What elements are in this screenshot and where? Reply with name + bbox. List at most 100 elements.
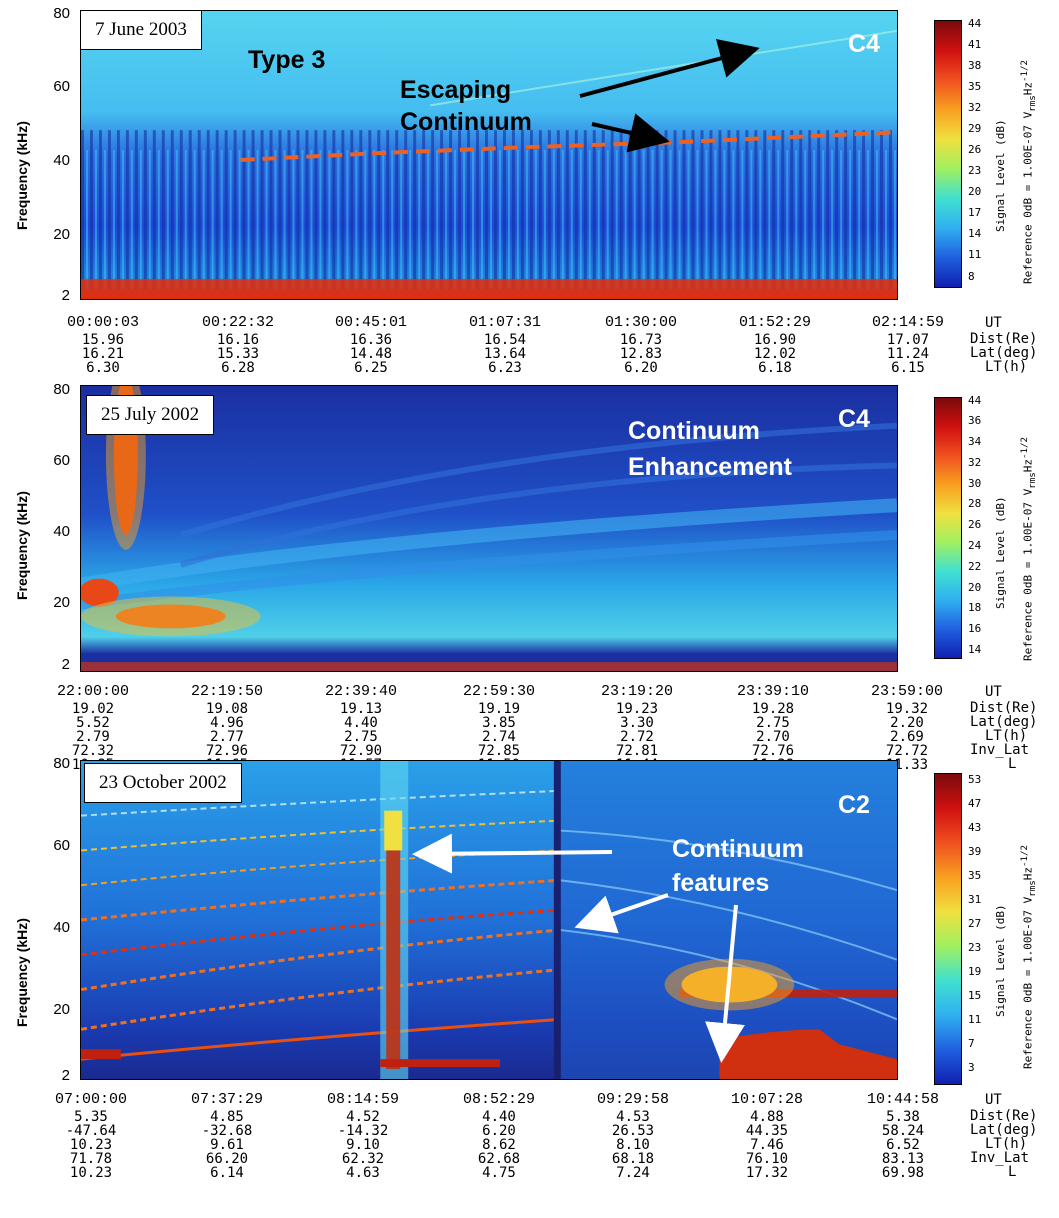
x-invlat: 72.96 <box>205 743 249 759</box>
y-tick: 80 <box>53 381 70 398</box>
row-label: UT <box>985 684 1002 700</box>
x-l: 17.32 <box>745 1165 789 1181</box>
colorbar-tick: 11 <box>968 248 982 261</box>
colorbar-tick: 27 <box>968 917 982 930</box>
x-dist: 4.40 <box>482 1109 516 1125</box>
x-tick-time: 22:00:00 <box>56 683 129 700</box>
colorbar-label-1a: Signal Level (dB) <box>994 119 1007 232</box>
x-lat: 16.21 <box>81 346 125 362</box>
colorbar-tick: 22 <box>968 560 982 573</box>
colorbar-ref-sub: rms <box>1026 472 1038 489</box>
x-lat: 44.35 <box>745 1123 789 1139</box>
x-lat: 4.40 <box>344 715 378 731</box>
annotation-escaping: Escaping <box>400 76 512 104</box>
x-dist: 16.16 <box>216 332 260 348</box>
colorbar-tick: 38 <box>968 59 982 72</box>
x-tick-time: 22:59:30 <box>462 683 535 700</box>
x-lat: 3.85 <box>482 715 516 731</box>
x-lt: 6.15 <box>891 360 925 376</box>
x-tick-time: 00:00:03 <box>66 314 139 331</box>
x-invlat: 62.68 <box>477 1151 521 1167</box>
x-dist: 16.54 <box>483 332 527 348</box>
colorbar-ref-text: Reference 0dB = 1.00E-07 V <box>1021 111 1035 284</box>
annotation-type-3: Type 3 <box>248 46 326 74</box>
spectrogram-2-image <box>81 386 897 671</box>
x-column: 00:45:01 16.36 14.48 6.25 <box>316 314 426 375</box>
spacecraft-label: C4 <box>848 30 880 58</box>
x-dist: 16.90 <box>753 332 797 348</box>
x-column: 00:00:03 15.96 16.21 6.30 <box>48 314 158 375</box>
colorbar-ref-exp: -1/2 <box>1019 436 1030 460</box>
row-label: LT(h) <box>985 359 1028 375</box>
y-tick: 40 <box>53 919 70 936</box>
y-tick: 20 <box>53 226 70 243</box>
spectrogram-2 <box>80 385 898 672</box>
colorbar-tick: 20 <box>968 185 982 198</box>
colorbar-tick: 16 <box>968 622 982 635</box>
x-dist: 4.88 <box>750 1109 784 1125</box>
x-lt: 7.46 <box>750 1137 784 1153</box>
x-lt: 2.72 <box>620 729 654 745</box>
colorbar-tick: 8 <box>968 270 975 283</box>
x-l: 4.75 <box>482 1165 516 1181</box>
x-lt: 6.25 <box>354 360 388 376</box>
row-label: Inv_Lat <box>970 742 1030 758</box>
colorbar-tick: 7 <box>968 1037 975 1050</box>
x-lat: 26.53 <box>611 1123 655 1139</box>
colorbar-1 <box>934 20 962 288</box>
y-axis-label: Frequency (kHz) <box>14 918 30 1027</box>
x-lt: 6.30 <box>86 360 120 376</box>
x-column: 09:29:58 4.53 26.53 8.10 68.18 7.24 <box>578 1091 688 1180</box>
x-lat: 5.52 <box>76 715 110 731</box>
colorbar-label-2a: Signal Level (dB) <box>994 496 1007 609</box>
x-invlat: 68.18 <box>611 1151 655 1167</box>
x-lt: 6.20 <box>624 360 658 376</box>
colorbar-tick: 28 <box>968 497 982 510</box>
row-label: Dist(Re) <box>970 331 1038 347</box>
colorbar-ref-exp: -1/2 <box>1019 844 1030 868</box>
y-tick: 20 <box>53 1001 70 1018</box>
colorbar-label-3a: Signal Level (dB) <box>994 904 1007 1017</box>
x-lt: 2.70 <box>756 729 790 745</box>
x-dist: 15.96 <box>81 332 125 348</box>
colorbar-tick: 35 <box>968 80 982 93</box>
x-invlat: 72.81 <box>615 743 659 759</box>
colorbar-tick: 17 <box>968 206 982 219</box>
x-invlat: 72.76 <box>751 743 795 759</box>
colorbar-ref-text: Reference 0dB = 1.00E-07 V <box>1021 896 1035 1069</box>
x-column: 01:30:00 16.73 12.83 6.20 <box>586 314 696 375</box>
x-column: 01:52:29 16.90 12.02 6.18 <box>720 314 830 375</box>
x-tick-time: 22:19:50 <box>190 683 263 700</box>
x-column: 10:07:28 4.88 44.35 7.46 76.10 17.32 <box>712 1091 822 1180</box>
x-column: 00:22:32 16.16 15.33 6.28 <box>183 314 293 375</box>
x-tick-time: 07:00:00 <box>54 1091 127 1108</box>
y-tick: 80 <box>53 5 70 22</box>
colorbar-tick: 3 <box>968 1061 975 1074</box>
colorbar-tick: 18 <box>968 601 982 614</box>
x-tick-time: 02:14:59 <box>871 314 944 331</box>
spacecraft-label: C2 <box>838 791 870 819</box>
x-lat: 14.48 <box>349 346 393 362</box>
x-lat: 12.83 <box>619 346 663 362</box>
x-invlat: 66.20 <box>205 1151 249 1167</box>
x-dist: 4.85 <box>210 1109 244 1125</box>
x-tick-time: 08:14:59 <box>326 1091 399 1108</box>
row-label: UT <box>985 1092 1002 1108</box>
x-tick-time: 23:39:10 <box>736 683 809 700</box>
x-dist: 5.38 <box>886 1109 920 1125</box>
colorbar-tick: 34 <box>968 435 982 448</box>
x-dist: 17.07 <box>886 332 930 348</box>
row-label: Inv_Lat <box>970 1150 1030 1166</box>
x-dist: 19.32 <box>885 701 929 717</box>
row-label: Dist(Re) <box>970 1108 1038 1124</box>
x-tick-time: 08:52:29 <box>462 1091 535 1108</box>
x-lat: 13.64 <box>483 346 527 362</box>
colorbar-tick: 29 <box>968 122 982 135</box>
x-lt: 9.61 <box>210 1137 244 1153</box>
panel-25-july-2002: 25 July 2002 C4 Continuum Enhancement Fr… <box>0 381 1059 772</box>
x-tick-time: 07:37:29 <box>190 1091 263 1108</box>
colorbar-ref-sub: rms <box>1026 880 1038 897</box>
x-lt: 2.75 <box>344 729 378 745</box>
spectrogram-1 <box>80 10 898 300</box>
y-tick: 60 <box>53 837 70 854</box>
